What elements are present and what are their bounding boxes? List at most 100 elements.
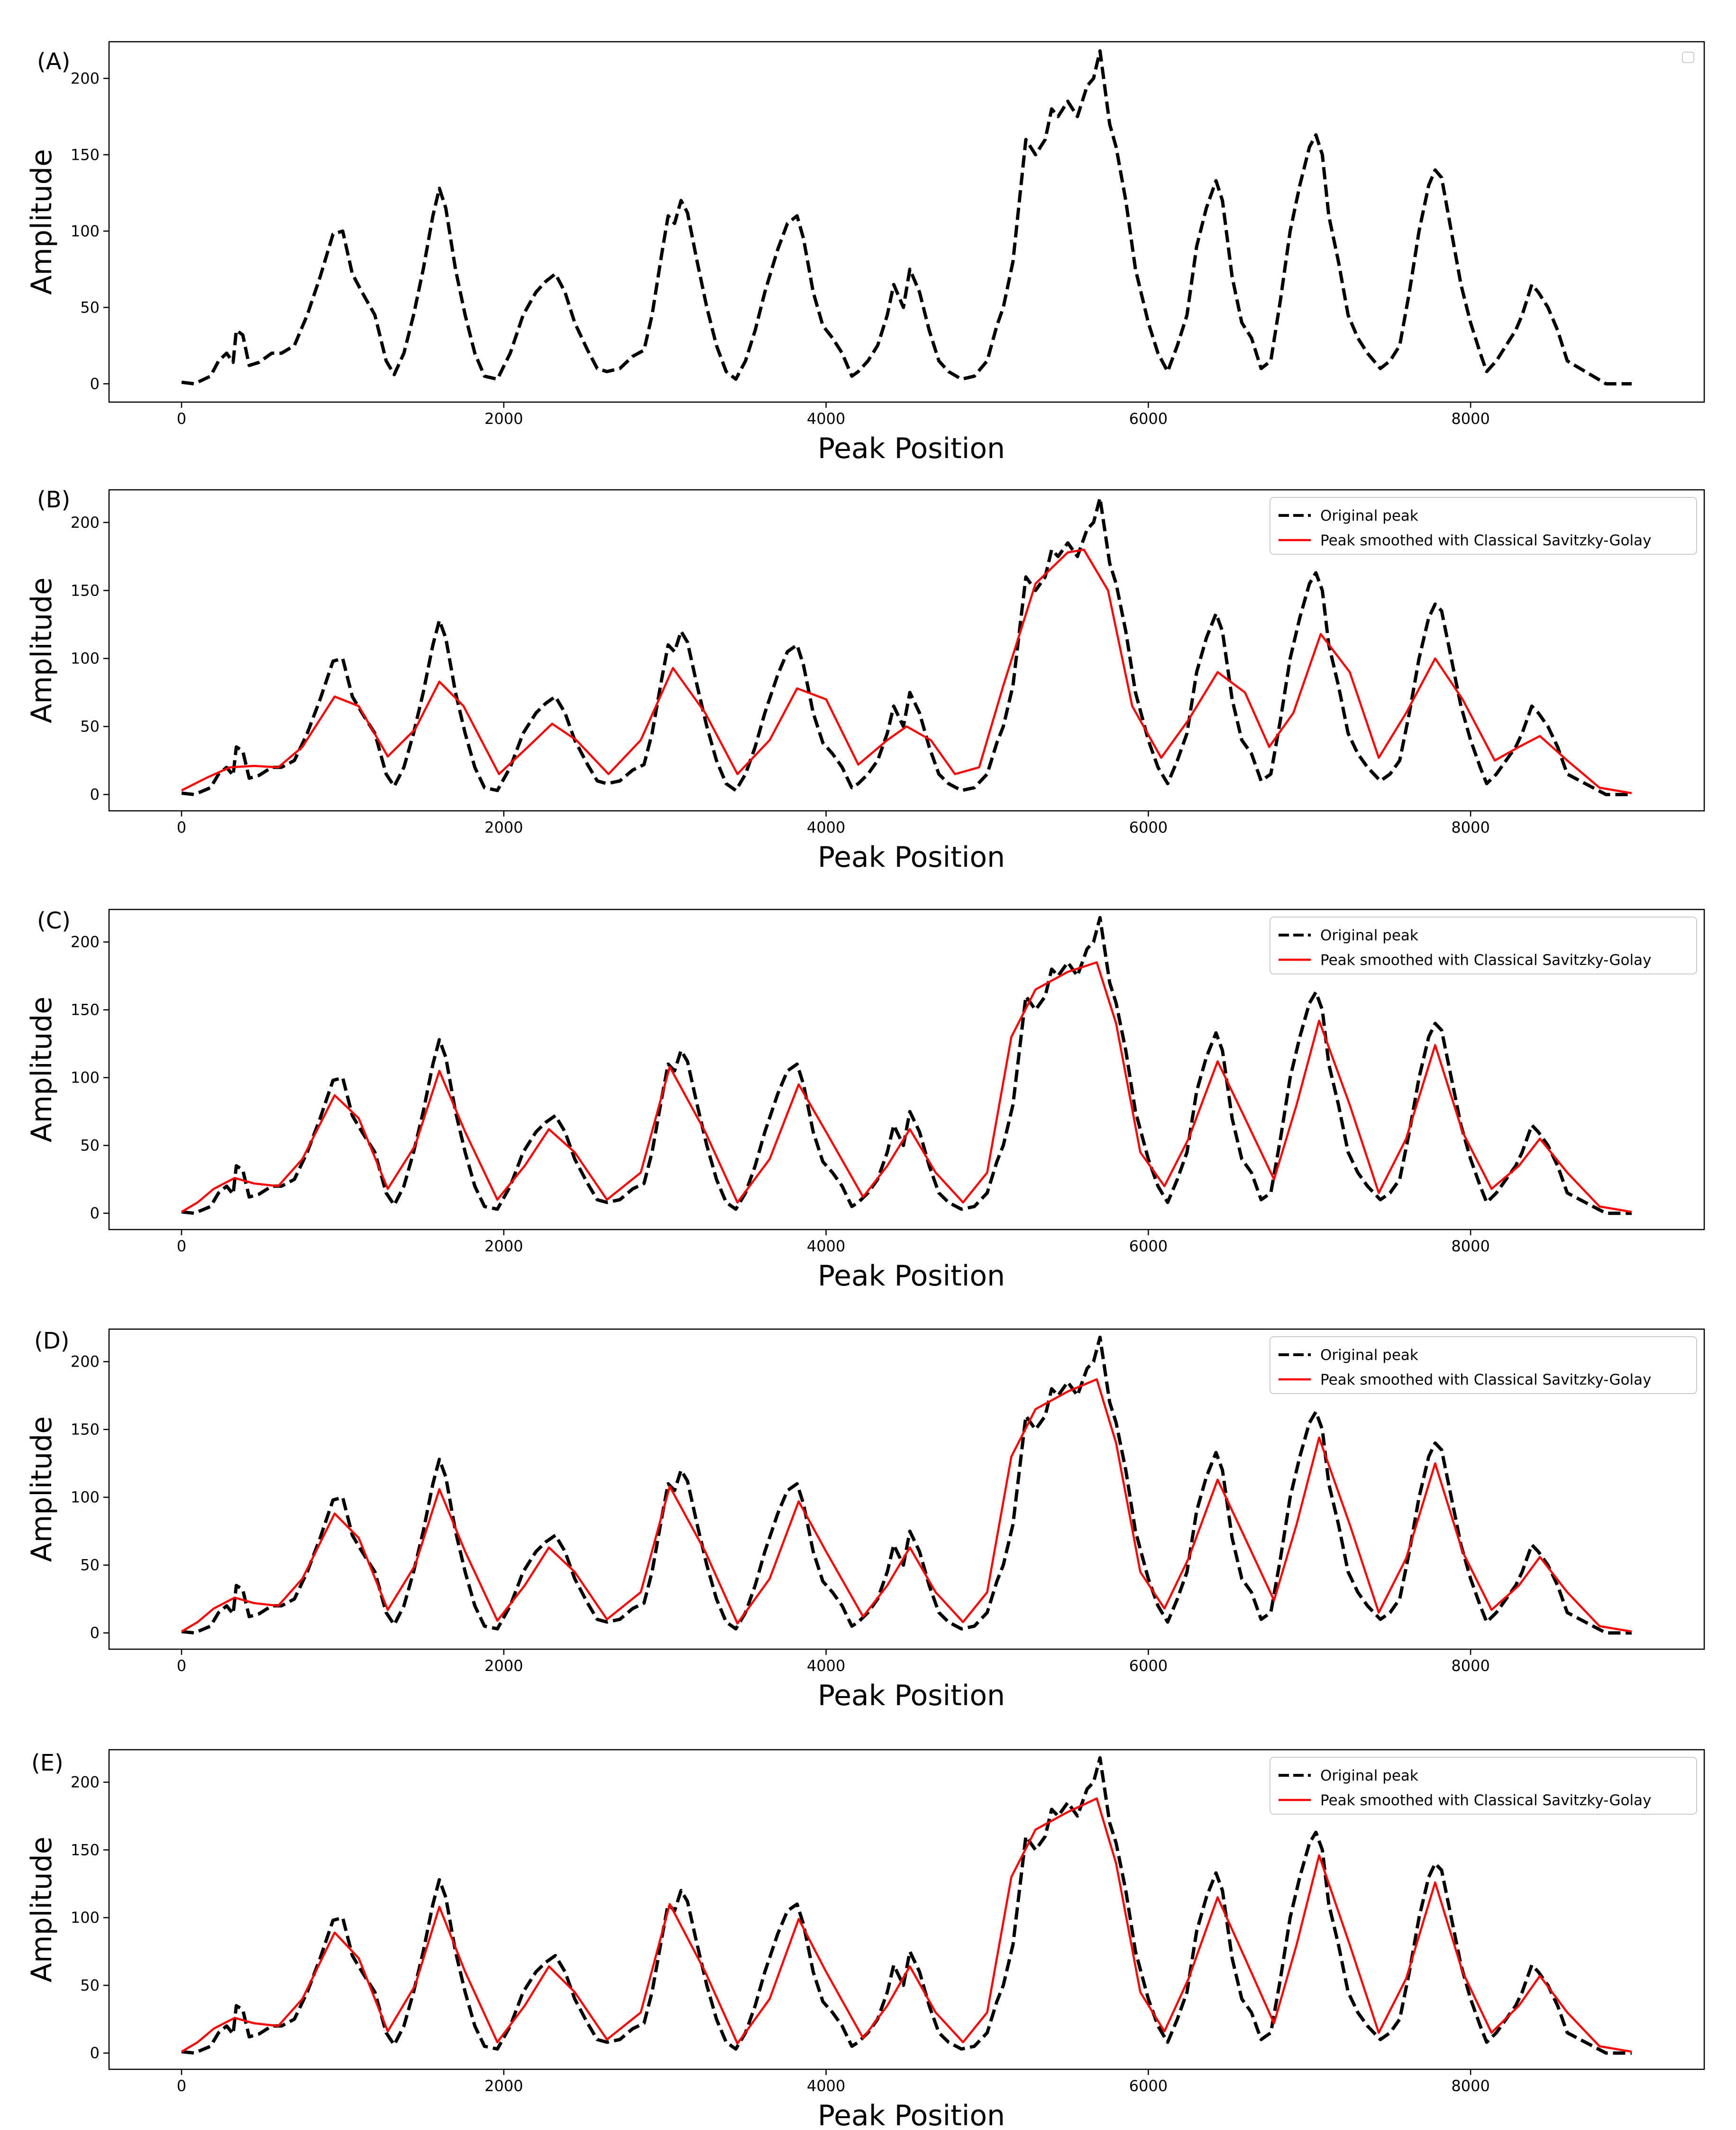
x-tick-label: 2000: [484, 1237, 523, 1255]
y-tick-label: 100: [71, 1909, 100, 1927]
smoothed-peak-line: [181, 548, 1632, 794]
x-tick-label: 2000: [484, 2077, 523, 2095]
x-tick-label: 8000: [1451, 410, 1489, 428]
y-tick-label: 100: [71, 1488, 100, 1506]
x-axis-label: Peak Position: [818, 1259, 1005, 1293]
y-tick-label: 200: [71, 514, 100, 532]
legend-box: [1270, 1336, 1697, 1394]
x-axis-label: Peak Position: [818, 1679, 1005, 1712]
y-tick-label: 150: [71, 1421, 100, 1439]
x-tick-label: 6000: [1129, 818, 1168, 836]
y-tick-label: 200: [71, 1353, 100, 1371]
y-tick-label: 50: [80, 1976, 100, 1994]
legend-box: [1270, 1757, 1697, 1815]
x-tick-label: 8000: [1451, 2077, 1489, 2095]
y-tick-label: 50: [80, 1556, 100, 1574]
y-tick-label: 150: [71, 146, 100, 164]
x-tick-label: 4000: [807, 410, 845, 428]
smoothed-peak-line: [181, 1378, 1632, 1633]
y-axis-label: Amplitude: [25, 1836, 58, 1982]
y-tick-label: 150: [71, 581, 100, 599]
x-axis-label: Peak Position: [818, 432, 1005, 465]
y-tick-label: 50: [80, 298, 100, 316]
legend: Original peak Peak smoothed with Classica…: [1270, 497, 1697, 555]
original-peak-line: [181, 1756, 1632, 2055]
original-peak-line: [181, 916, 1632, 1215]
x-tick-label: 6000: [1129, 1657, 1168, 1675]
smoothed-peak-line: [181, 961, 1632, 1213]
smoothed-peak-line: [181, 1797, 1632, 2053]
y-tick-label: 100: [71, 222, 100, 240]
x-tick-label: 0: [177, 818, 186, 836]
original-peak-line: [181, 496, 1632, 797]
x-tick-label: 2000: [484, 818, 523, 836]
panel-4: (E) 0 2000 4000 6000 8000 0 50 100 150 200 Peak Pos…: [25, 1749, 1705, 2130]
axes-frame: [108, 489, 1705, 812]
legend-box: [1270, 497, 1697, 555]
x-tick-label: 2000: [484, 1657, 523, 1675]
x-tick-label: 0: [177, 1657, 186, 1675]
panel-letter: (B): [37, 487, 70, 513]
axes-frame: [108, 1749, 1705, 2070]
x-tick-label: 8000: [1451, 818, 1489, 836]
y-tick-label: 0: [90, 786, 100, 804]
legend: Original peak Peak smoothed with Classica…: [1270, 1336, 1697, 1394]
y-tick-label: 0: [90, 1624, 100, 1642]
y-tick-label: 100: [71, 650, 100, 668]
x-axis-label: Peak Position: [818, 2099, 1005, 2130]
axes-frame: [108, 909, 1705, 1230]
panel-letter: (D): [34, 1328, 69, 1354]
y-tick-label: 150: [71, 1001, 100, 1019]
y-tick-label: 150: [71, 1841, 100, 1859]
y-tick-label: 0: [90, 2044, 100, 2062]
y-tick-label: 200: [71, 69, 100, 87]
x-tick-label: 0: [177, 410, 186, 428]
legend-box: [1270, 917, 1697, 974]
empty-legend-box: [1682, 52, 1694, 63]
y-axis-label: Amplitude: [25, 997, 58, 1142]
x-tick-label: 8000: [1451, 1657, 1489, 1675]
x-tick-label: 6000: [1129, 410, 1168, 428]
x-tick-label: 4000: [807, 1237, 845, 1255]
axes-frame: [108, 1328, 1705, 1650]
original-peak-line: [181, 49, 1632, 386]
legend: Original peak Peak smoothed with Classica…: [1270, 917, 1697, 974]
legend-label: Original peak: [1320, 1347, 1418, 1364]
y-axis-label: Amplitude: [25, 578, 58, 723]
panel-1: (B) 0 2000 4000 6000 8000 0 50 100 150 200 Peak Pos…: [25, 487, 1705, 874]
panel-0: (A) 0 2000 4000 6000 8000 0 50 100 150 200 Peak Pos…: [25, 41, 1705, 465]
legend-label: Original peak: [1320, 507, 1418, 524]
x-tick-label: 4000: [807, 1657, 845, 1675]
legend: Original peak Peak smoothed with Classica…: [1270, 1757, 1697, 1815]
x-tick-label: 2000: [484, 410, 523, 428]
legend-label: Peak smoothed with Classical Savitzky-Go…: [1320, 952, 1651, 969]
panel-letter: (C): [37, 908, 71, 934]
panel-letter: (A): [37, 48, 70, 75]
x-tick-label: 0: [177, 2077, 186, 2095]
y-axis-label: Amplitude: [25, 1416, 58, 1562]
legend-label: Original peak: [1320, 927, 1418, 944]
y-tick-label: 50: [80, 717, 100, 735]
panel-letter: (E): [31, 1750, 64, 1776]
y-tick-label: 200: [71, 1773, 100, 1791]
x-tick-label: 6000: [1129, 2077, 1168, 2095]
x-tick-label: 4000: [807, 2077, 845, 2095]
y-tick-label: 0: [90, 1204, 100, 1222]
axes-frame: [108, 41, 1705, 403]
x-tick-label: 6000: [1129, 1237, 1168, 1255]
panel-3: (D) 0 2000 4000 6000 8000 0 50 100 150 200 Peak Pos…: [25, 1328, 1705, 1712]
y-tick-label: 200: [71, 933, 100, 951]
x-tick-label: 0: [177, 1237, 186, 1255]
panel-2: (C) 0 2000 4000 6000 8000 0 50 100 150 200 Peak Pos…: [25, 908, 1705, 1293]
x-tick-label: 8000: [1451, 1237, 1489, 1255]
y-tick-label: 0: [90, 375, 100, 393]
x-axis-label: Peak Position: [818, 841, 1005, 874]
original-peak-line: [181, 1335, 1632, 1635]
y-tick-label: 100: [71, 1069, 100, 1087]
x-tick-label: 4000: [807, 818, 845, 836]
legend-label: Peak smoothed with Classical Savitzky-Go…: [1320, 1371, 1651, 1388]
legend-label: Original peak: [1320, 1767, 1418, 1784]
y-axis-label: Amplitude: [25, 149, 58, 294]
legend-label: Peak smoothed with Classical Savitzky-Go…: [1320, 1792, 1651, 1809]
